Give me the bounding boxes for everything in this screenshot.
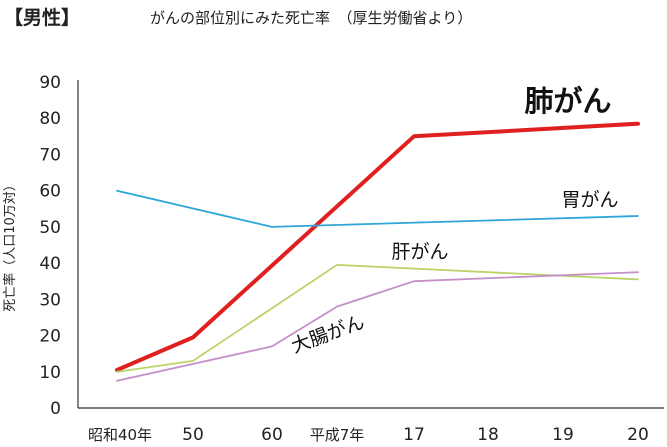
chart-title: がんの部位別にみた死亡率 （厚生労働省より） [150, 9, 473, 27]
y-tick-label-10: 10 [39, 363, 61, 383]
y-tick-label-20: 20 [39, 327, 61, 347]
y-tick-label-50: 50 [39, 218, 61, 238]
x-tick-label-6: 19 [552, 425, 574, 443]
series-line-3 [116, 271, 639, 382]
y-tick-label-40: 40 [39, 254, 61, 274]
series-label-1: 胃がん [561, 189, 618, 211]
y-tick-label-60: 60 [39, 182, 61, 202]
x-tick-label-1: 50 [182, 425, 204, 443]
y-tick-label-70: 70 [39, 145, 61, 165]
y-tick-label-90: 90 [39, 73, 61, 93]
series-line-2 [116, 264, 639, 373]
x-tick-label-3: 平成7年 [310, 426, 365, 443]
x-tick-label-2: 60 [261, 425, 283, 443]
x-tick-label-4: 17 [403, 425, 425, 443]
chart-title-emphasis: 【男性】 [4, 7, 81, 29]
y-tick-label-0: 0 [50, 399, 61, 419]
series-line-1 [116, 189, 639, 228]
y-axis-label: 死亡率（人口10万対） [2, 178, 18, 312]
y-tick-label-30: 30 [39, 290, 61, 310]
x-tick-label-5: 18 [477, 425, 499, 443]
y-tick-label-80: 80 [39, 109, 61, 129]
x-tick-label-7: 20 [627, 425, 649, 443]
series-line-0 [115, 121, 640, 372]
series-label-3: 大腸がん [288, 311, 367, 358]
series-label-0: 肺がん [524, 84, 611, 118]
x-tick-label-0: 昭和40年 [88, 426, 152, 443]
series-label-2: 肝がん [391, 241, 448, 263]
